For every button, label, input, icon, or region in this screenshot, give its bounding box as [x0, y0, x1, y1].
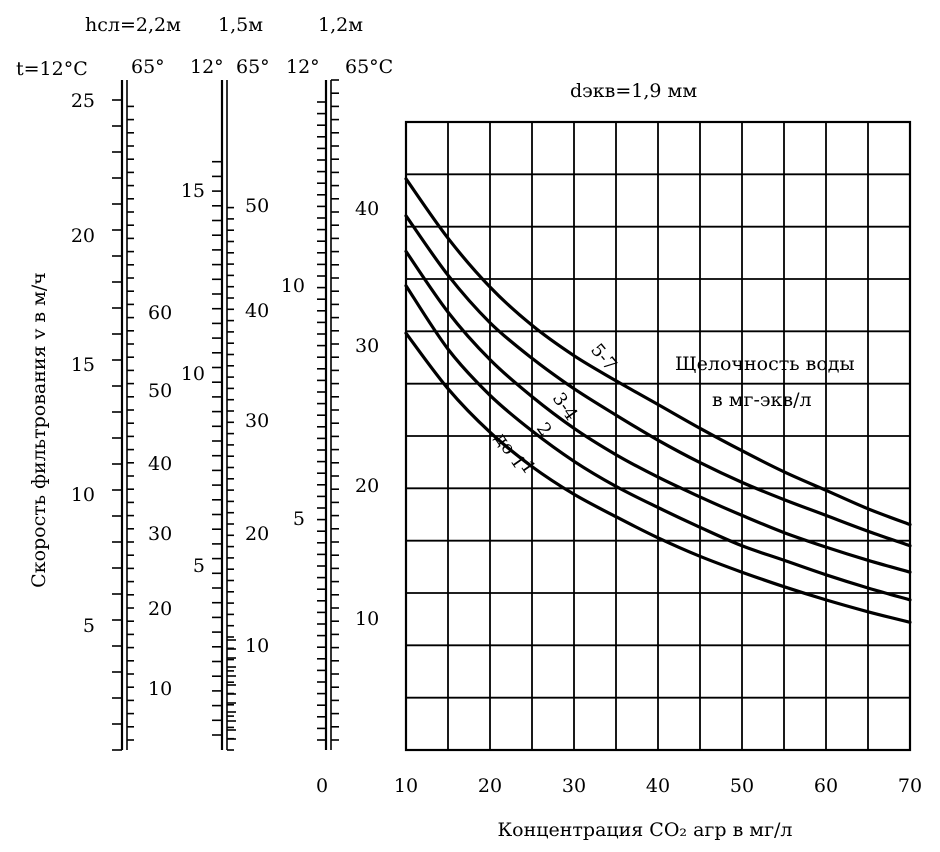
y-axis-label: Скорость фильтрования v в м/ч [28, 272, 50, 588]
temp-label-left: t=12°C [16, 58, 88, 80]
depth-label-1-2: 1,2м [318, 14, 363, 36]
scale-label-2-2: 50 [148, 380, 172, 402]
series-line [404, 249, 912, 574]
temp-label-12-a: 12° [190, 56, 224, 78]
series-line [404, 214, 912, 548]
legend-title-1: Щелочность воды [675, 353, 855, 375]
series-line [404, 284, 912, 602]
scale-label-1-5-right: 50 [245, 195, 269, 217]
series-label: 2 [532, 419, 556, 440]
series-label: 3-4 [548, 389, 582, 425]
x-tick-label: 50 [730, 775, 754, 797]
grid [404, 120, 912, 752]
scale-label-1-5-right: 10 [245, 635, 269, 657]
x-tick-label: 0 [316, 775, 328, 797]
scale-label-1-2-left: 5 [293, 508, 305, 530]
series-line [404, 331, 912, 624]
scale-label-1-2-right: 40 [355, 198, 379, 220]
scale-label-2-2: 20 [148, 598, 172, 620]
temp-label-12-b: 12° [286, 56, 320, 78]
scale-label-1-5-right: 40 [245, 300, 269, 322]
x-tick-label: 60 [814, 775, 838, 797]
scale-label-1-2-left: 10 [281, 275, 305, 297]
x-tick-label: 40 [646, 775, 670, 797]
scale-label-1-2-right: 10 [355, 608, 379, 630]
scale-label-2-2: 40 [148, 453, 172, 475]
series-line [404, 177, 912, 527]
x-tick-label: 10 [394, 775, 418, 797]
scale-label-1-5-left: 5 [193, 555, 205, 577]
depth-label-1-5: 1,5м [218, 14, 263, 36]
x-tick-label: 20 [478, 775, 502, 797]
temp-label-65-c: 65°C [345, 56, 393, 78]
scale-label-1-2-right: 30 [355, 335, 379, 357]
scale-label-v: 5 [83, 615, 95, 637]
depth-label-2-2: hсл=2,2м [85, 14, 181, 36]
scale-label-1-5-right: 20 [245, 523, 269, 545]
series-curves [404, 177, 912, 624]
scale-columns: 5 10 15 20 25 10 20 30 40 50 60 5 10 15 10 20 30 40 50 5 10 1… [71, 79, 379, 751]
scale-label-1-5-right: 30 [245, 410, 269, 432]
scale-label-1-2-right: 20 [355, 475, 379, 497]
scale-label-1-5-left: 10 [181, 363, 205, 385]
x-tick-label: 70 [898, 775, 922, 797]
scale-label-1-5-left: 15 [181, 180, 205, 202]
scale-label-v: 10 [71, 484, 95, 506]
chart-title: dэкв=1,9 мм [570, 80, 697, 102]
x-tick-label: 30 [562, 775, 586, 797]
x-tick-labels: 0 10 20 30 40 50 60 70 [316, 775, 922, 797]
scale-label-v: 15 [71, 354, 95, 376]
scale-label-v: 20 [71, 225, 95, 247]
scale-label-2-2: 60 [148, 302, 172, 324]
x-axis-label: Концентрация CO₂ агр в мг/л [497, 819, 792, 841]
scale-label-2-2: 30 [148, 523, 172, 545]
temp-label-65-a: 65° [131, 56, 165, 78]
scale-label-2-2: 10 [148, 678, 172, 700]
legend-title-2: в мг-экв/л [712, 389, 812, 411]
temp-label-65-b: 65° [236, 56, 270, 78]
scale-label-v: 25 [71, 90, 95, 112]
